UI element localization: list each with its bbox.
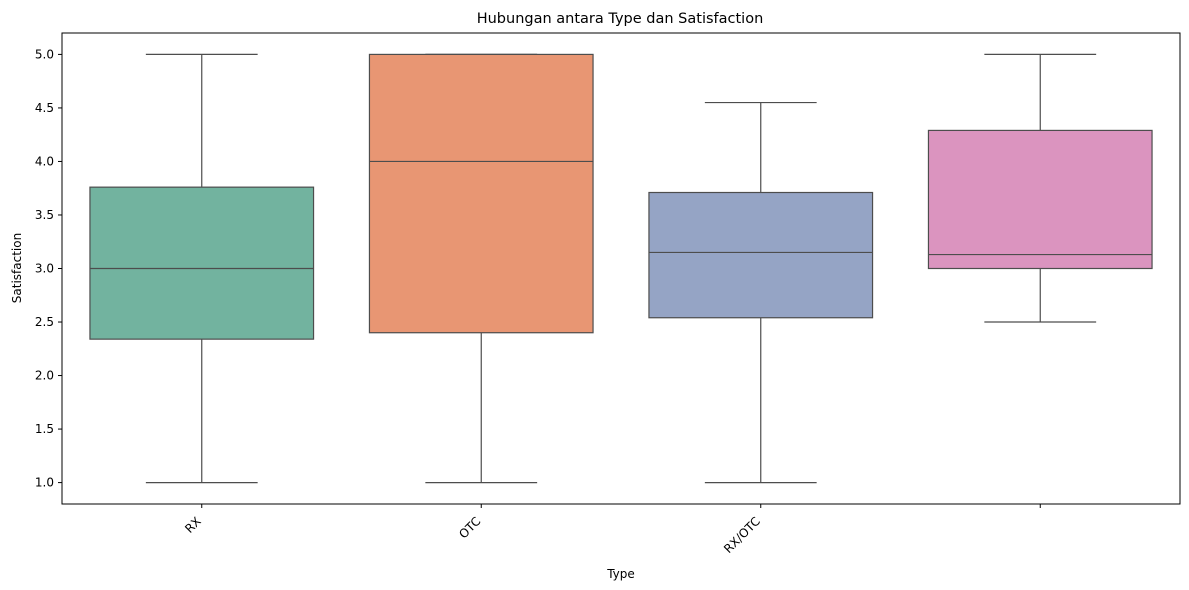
x-tick-label: RX (182, 514, 204, 536)
box-iqr (89, 186, 315, 340)
chart-title: Hubungan antara Type dan Satisfaction (477, 11, 764, 27)
y-tick-label: 2.5 (35, 315, 54, 329)
box-iqr (927, 129, 1153, 270)
x-tick-label: OTC (456, 514, 483, 541)
box-group (368, 53, 594, 484)
box-group (648, 101, 874, 484)
box-iqr (648, 191, 874, 319)
y-axis: 1.0 1.5 2.0 2.5 3.0 3.5 4.0 4.5 5.0 (35, 47, 62, 490)
y-tick-label: 3.0 (35, 262, 54, 276)
x-axis-label: Type (606, 567, 635, 581)
y-tick-label: 3.5 (35, 208, 54, 222)
y-tick-label: 5.0 (35, 47, 54, 61)
x-axis: RX OTC RX/OTC (182, 504, 1041, 556)
y-axis-label: Satisfaction (10, 233, 24, 303)
y-tick-label: 2.0 (35, 369, 54, 383)
y-tick-label: 4.0 (35, 154, 54, 168)
plot-frame (61, 32, 1181, 505)
y-tick-label: 1.0 (35, 476, 54, 490)
boxes-layer (89, 53, 1153, 484)
y-tick-label: 4.5 (35, 101, 54, 115)
y-tick-label: 1.5 (35, 422, 54, 436)
box-group (89, 53, 315, 484)
box-group (927, 53, 1153, 323)
x-tick-label: RX/OTC (721, 514, 763, 556)
box-iqr (368, 53, 594, 334)
